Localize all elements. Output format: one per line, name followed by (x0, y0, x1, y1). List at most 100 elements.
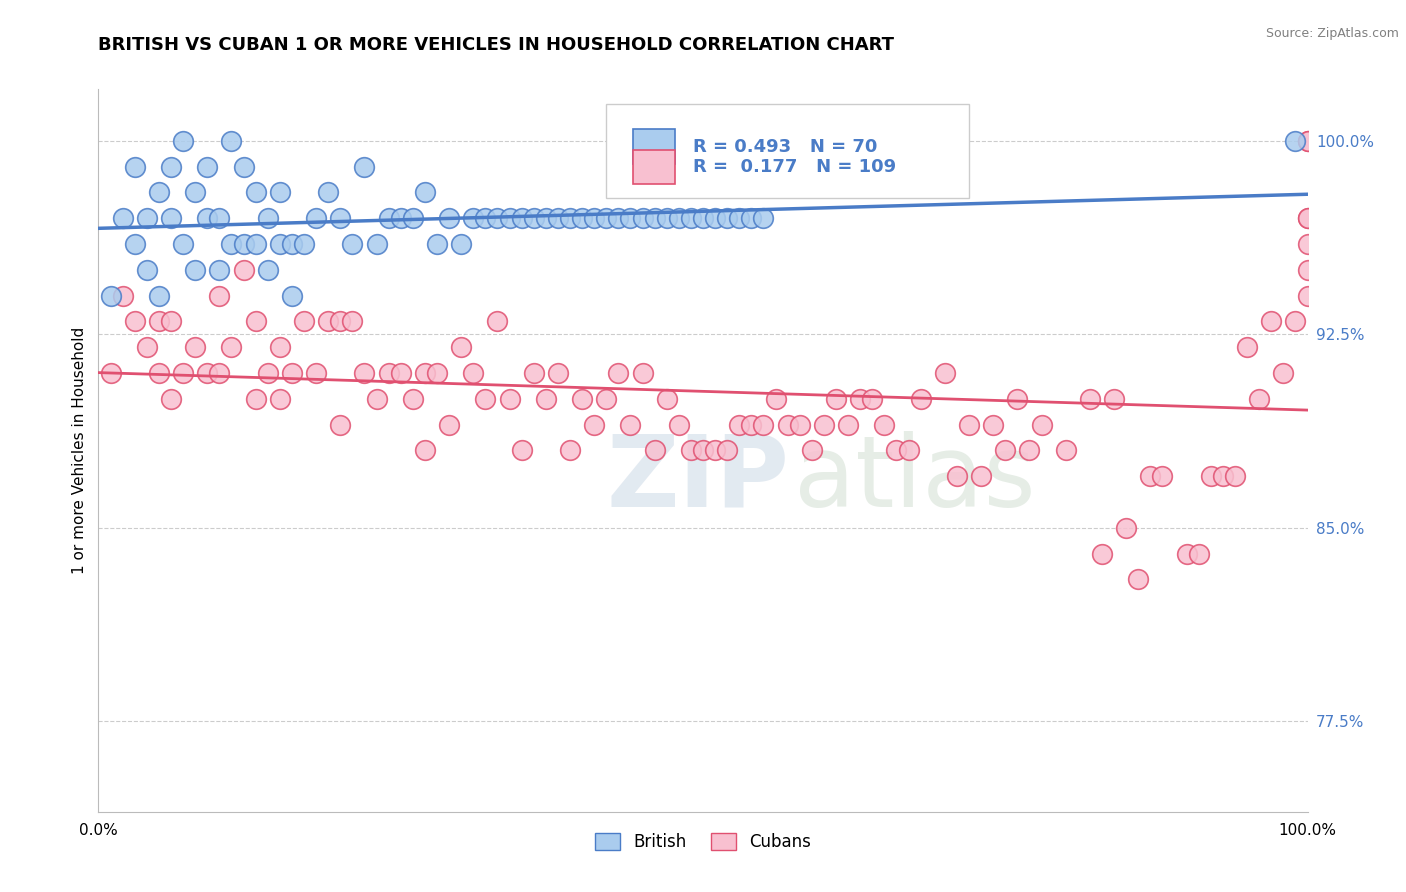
Point (124, 160, 146, 174)
Point (124, 237, 146, 252)
Point (716, 443, 738, 458)
Y-axis label: 1 or more Vehicles in Household: 1 or more Vehicles in Household (72, 326, 87, 574)
Point (547, 211, 569, 226)
FancyBboxPatch shape (633, 150, 675, 185)
Point (957, 417, 980, 432)
Point (679, 211, 702, 226)
Point (474, 211, 496, 226)
Point (160, 211, 183, 226)
Point (740, 211, 762, 226)
Legend: British, Cubans: British, Cubans (588, 826, 818, 857)
Point (353, 366, 375, 380)
Point (1260, 314, 1282, 328)
Point (534, 392, 557, 406)
Point (195, 366, 218, 380)
Point (897, 443, 920, 458)
Point (377, 366, 399, 380)
Point (100, 366, 122, 380)
Point (886, 443, 908, 458)
Point (245, 237, 267, 252)
Point (281, 237, 304, 252)
Point (281, 366, 304, 380)
Point (558, 443, 581, 458)
Point (800, 443, 823, 458)
Point (704, 211, 727, 226)
Point (463, 211, 485, 226)
Point (100, 288, 122, 302)
Point (692, 211, 714, 226)
Point (813, 417, 835, 432)
Point (437, 211, 460, 226)
Point (269, 237, 291, 252)
Point (523, 211, 546, 226)
Point (316, 314, 339, 328)
Point (1296, 211, 1319, 226)
Point (148, 314, 170, 328)
Point (292, 314, 315, 328)
Point (728, 211, 751, 226)
Text: atlas: atlas (793, 431, 1035, 528)
Point (402, 211, 425, 226)
Point (1296, 134, 1319, 148)
Point (232, 160, 254, 174)
Point (970, 469, 993, 483)
Point (486, 211, 509, 226)
Point (256, 211, 278, 226)
FancyBboxPatch shape (633, 129, 675, 164)
Point (1223, 469, 1246, 483)
Point (389, 211, 412, 226)
Text: Source: ZipAtlas.com: Source: ZipAtlas.com (1265, 27, 1399, 40)
Point (837, 417, 859, 432)
Point (111, 288, 134, 302)
Point (160, 392, 183, 406)
Point (704, 443, 727, 458)
Point (1296, 263, 1319, 277)
Point (558, 211, 581, 226)
Point (413, 443, 436, 458)
Point (631, 366, 654, 380)
Point (135, 340, 157, 354)
Point (208, 366, 231, 380)
Point (619, 211, 641, 226)
Point (571, 211, 593, 226)
Point (619, 417, 641, 432)
Point (366, 392, 388, 406)
Point (849, 392, 872, 406)
Point (1078, 392, 1101, 406)
Point (692, 443, 714, 458)
Point (389, 366, 412, 380)
Point (716, 211, 738, 226)
Point (184, 186, 207, 200)
Point (353, 160, 375, 174)
Point (607, 211, 630, 226)
Point (208, 288, 231, 302)
Point (1054, 443, 1077, 458)
Point (172, 237, 194, 252)
Point (329, 417, 352, 432)
Point (184, 340, 207, 354)
Point (135, 211, 157, 226)
Point (1128, 573, 1150, 587)
Point (1284, 314, 1306, 328)
Point (292, 237, 315, 252)
Point (1018, 443, 1040, 458)
Point (208, 263, 231, 277)
Point (1296, 237, 1319, 252)
Point (413, 366, 436, 380)
Point (316, 186, 339, 200)
Point (873, 417, 896, 432)
Text: R =  0.177   N = 109: R = 0.177 N = 109 (693, 158, 897, 176)
Point (329, 314, 352, 328)
Point (1139, 469, 1161, 483)
Point (583, 211, 606, 226)
Point (910, 392, 932, 406)
Point (498, 211, 520, 226)
Point (583, 417, 606, 432)
Point (644, 211, 666, 226)
Point (135, 263, 157, 277)
Point (510, 443, 533, 458)
Point (1212, 469, 1234, 483)
Point (377, 211, 399, 226)
Point (946, 469, 969, 483)
Point (245, 314, 267, 328)
